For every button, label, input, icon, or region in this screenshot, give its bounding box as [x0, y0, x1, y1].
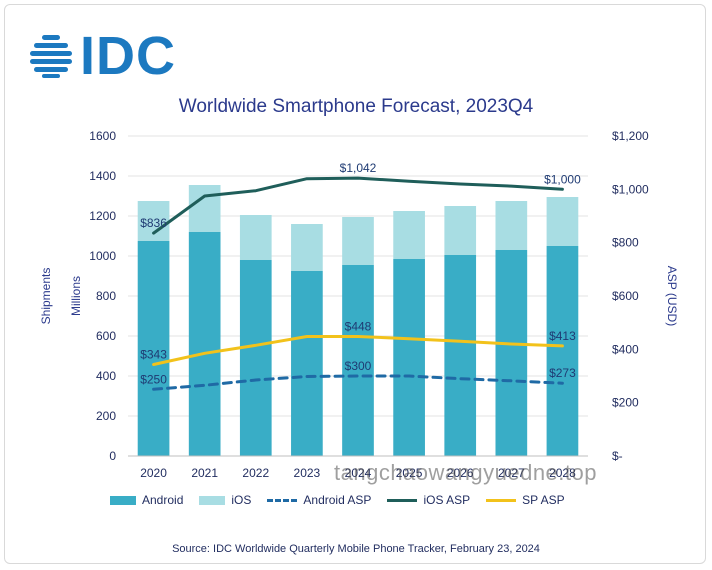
y2-tick-label: $400 [612, 342, 639, 356]
bar-ios [546, 197, 579, 246]
legend-swatch [387, 498, 418, 502]
data-label: $448 [345, 320, 372, 334]
watermark: tangchaowangyuedne.top [334, 460, 597, 485]
x-tick-label: 2024 [345, 466, 372, 480]
y-tick-label: 600 [96, 329, 116, 343]
y-tick-label: 0 [109, 449, 116, 463]
bar-android [342, 265, 374, 456]
y-axis-title-outer: Shipments [39, 268, 53, 325]
line-android-asp [152, 374, 564, 391]
legend-swatch [199, 495, 226, 505]
data-label: $836 [140, 216, 167, 230]
bar-android [393, 259, 425, 456]
legend-swatch [267, 498, 298, 502]
y-tick-label: 1200 [89, 209, 116, 223]
legend-swatch [486, 498, 517, 502]
data-label: $1,042 [340, 161, 377, 175]
bar-android [239, 260, 272, 456]
bar-ios [188, 185, 221, 232]
bar-android [444, 255, 477, 456]
bar-android [546, 246, 579, 456]
chart-title: Worldwide Smartphone Forecast, 2023Q4 [178, 96, 534, 117]
y-tick-label: 400 [96, 369, 116, 383]
legend-label: Android [142, 493, 184, 507]
x-tick-label: 2021 [191, 466, 218, 480]
y-tick-label: 800 [96, 289, 116, 303]
data-label: $413 [549, 329, 576, 343]
legend-item: SP ASP [486, 493, 565, 507]
y-tick-label: 1400 [89, 169, 116, 183]
x-tick-label: 2022 [242, 466, 269, 480]
y-tick-label: 1000 [89, 249, 116, 263]
chart-legend: Android iOS Android ASP iOS ASP SP ASP [110, 493, 630, 507]
data-label: $343 [140, 348, 167, 362]
y-axis-title-inner: Millions [69, 276, 83, 316]
x-tick-label: 2025 [396, 466, 423, 480]
x-tick-label: 2020 [140, 466, 167, 480]
bar-android [137, 241, 170, 456]
y2-tick-label: $600 [612, 289, 639, 303]
data-label: $273 [549, 366, 576, 380]
bar-ios [239, 215, 272, 260]
bar-ios [291, 224, 323, 271]
bar-android [291, 271, 323, 456]
line-ios-asp [152, 176, 564, 235]
bar-android [188, 232, 221, 456]
y2-tick-label: $200 [612, 396, 639, 410]
legend-label: iOS [231, 493, 252, 507]
y2-tick-label: $- [612, 449, 623, 463]
legend-label: iOS ASP [423, 493, 471, 507]
bar-ios [393, 211, 425, 259]
y2-tick-label: $1,200 [612, 129, 649, 143]
data-label: $1,000 [544, 172, 581, 186]
line-sp-asp [152, 335, 564, 366]
x-tick-label: 2027 [498, 466, 525, 480]
data-label: $250 [140, 372, 167, 386]
legend-item: Android [110, 493, 183, 507]
y2-tick-label: $800 [612, 236, 639, 250]
legend-item: iOS ASP [387, 493, 470, 507]
logo-text: IDC [80, 26, 176, 86]
idc-logo: IDC [28, 28, 176, 84]
globe-icon [30, 35, 72, 78]
bar-android [495, 250, 528, 456]
legend-item: iOS [199, 493, 251, 507]
y-tick-label: 200 [96, 409, 116, 423]
legend-label: SP ASP [522, 493, 565, 507]
legend-item: Android ASP [267, 493, 371, 507]
legend-swatch [110, 495, 136, 505]
y2-tick-label: $1,000 [612, 182, 649, 196]
x-tick-label: 2028 [549, 466, 576, 480]
y-tick-label: 1600 [89, 129, 116, 143]
source-note: Source: IDC Worldwide Quarterly Mobile P… [172, 543, 540, 555]
bar-ios [444, 206, 477, 255]
y2-axis-title: ASP (USD) [665, 266, 679, 326]
bar-ios [495, 201, 528, 250]
chart-svg: 0 200 400 600 800 1000 1200 1400 1600 $- $200 $400 $… [39, 129, 679, 480]
legend-label: Android ASP [303, 493, 372, 507]
x-tick-label: 2026 [447, 466, 474, 480]
bar-ios [342, 217, 374, 265]
data-label: $300 [345, 359, 372, 373]
x-tick-label: 2023 [294, 466, 321, 480]
